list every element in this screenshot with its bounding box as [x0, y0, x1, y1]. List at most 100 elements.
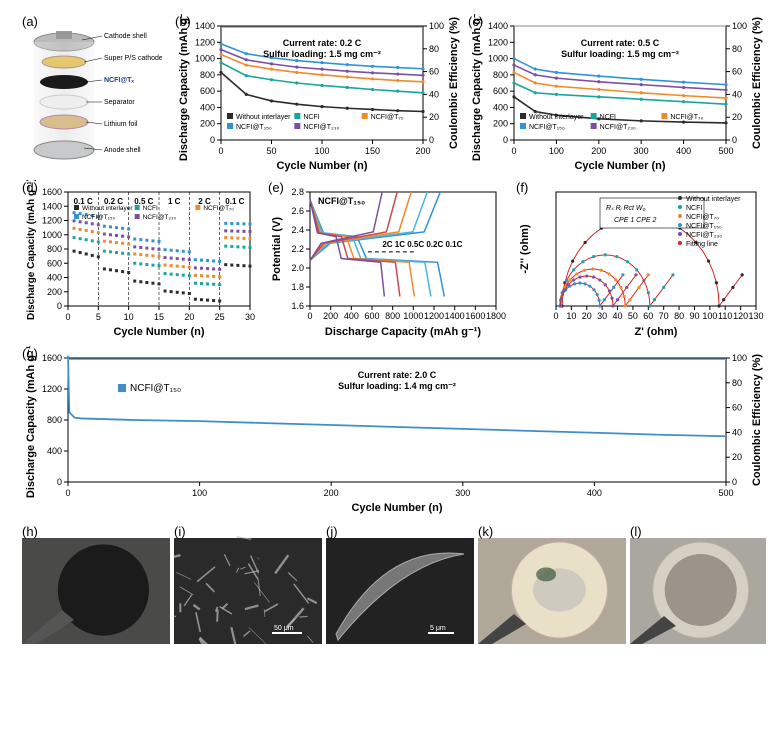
svg-text:0: 0 — [732, 135, 737, 145]
svg-text:NCFI@T₇₀: NCFI@T₇₀ — [686, 214, 719, 221]
svg-text:70: 70 — [659, 311, 669, 321]
panel-label: (i) — [174, 524, 186, 539]
svg-text:20: 20 — [429, 112, 439, 122]
svg-text:50 μm: 50 μm — [274, 625, 294, 632]
svg-text:1400: 1400 — [445, 311, 465, 321]
svg-text:60: 60 — [643, 311, 653, 321]
panel-label: (c) — [468, 14, 483, 29]
panel-a: (a) Cathode shell Super P/S cathode NCFI… — [22, 14, 162, 172]
svg-text:10: 10 — [124, 312, 134, 322]
svg-text:20: 20 — [732, 452, 742, 462]
svg-text:Sulfur loading: 1.4 mg cm⁻²: Sulfur loading: 1.4 mg cm⁻² — [338, 381, 456, 391]
svg-text:100: 100 — [732, 21, 747, 31]
svg-text:1600: 1600 — [465, 311, 485, 321]
svg-text:25: 25 — [215, 312, 225, 322]
svg-text:NCFI@T₂₃₀: NCFI@T₂₃₀ — [303, 124, 339, 131]
svg-text:Potential (V): Potential (V) — [271, 217, 283, 282]
svg-text:100: 100 — [732, 353, 747, 363]
svg-text:200: 200 — [323, 311, 338, 321]
panel-label: (h) — [22, 524, 38, 539]
svg-text:NCFI@T₇₀: NCFI@T₇₀ — [371, 114, 404, 121]
svg-text:40: 40 — [429, 89, 439, 99]
svg-text:Fitting line: Fitting line — [686, 241, 718, 248]
svg-text:400: 400 — [47, 273, 62, 283]
svg-text:1000: 1000 — [403, 311, 423, 321]
svg-text:300: 300 — [455, 488, 470, 498]
svg-text:1000: 1000 — [42, 230, 62, 240]
svg-text:1000: 1000 — [488, 54, 508, 64]
svg-text:Current rate: 0.2 C: Current rate: 0.2 C — [283, 38, 362, 48]
svg-text:Cycle Number (n): Cycle Number (n) — [351, 502, 442, 514]
svg-text:NCFI@T₁₅₀: NCFI@T₁₅₀ — [686, 223, 722, 230]
svg-text:NCFI@T₂₃₀: NCFI@T₂₃₀ — [143, 214, 177, 221]
svg-text:60: 60 — [429, 67, 439, 77]
svg-text:30: 30 — [597, 311, 607, 321]
svg-text:Coulombic Efficiency (%): Coulombic Efficiency (%) — [751, 354, 763, 486]
svg-text:0: 0 — [65, 312, 70, 322]
panel-label: (g) — [22, 346, 38, 361]
svg-text:NCFI@T₇₀: NCFI@T₇₀ — [203, 205, 234, 212]
svg-text:Discharge Capacity (mAh g⁻¹): Discharge Capacity (mAh g⁻¹) — [26, 180, 37, 320]
panel-h: (h) — [22, 524, 170, 644]
svg-text:5: 5 — [96, 312, 101, 322]
svg-text:Rₛ Rᵢ Rct W₀: Rₛ Rᵢ Rct W₀ — [606, 205, 646, 212]
panel-i: (i) 50 μm — [174, 524, 322, 644]
svg-text:Without interlayer: Without interlayer — [686, 196, 741, 203]
svg-text:0: 0 — [57, 477, 62, 487]
svg-text:1600: 1600 — [42, 187, 62, 197]
panel-l: (l) — [630, 524, 766, 644]
panel-j: (j)5 μm — [326, 524, 474, 644]
svg-text:Discharge Capacity (mAh g⁻¹): Discharge Capacity (mAh g⁻¹) — [178, 14, 190, 161]
svg-text:600: 600 — [364, 311, 379, 321]
svg-text:Cycle Number (n): Cycle Number (n) — [574, 160, 665, 172]
svg-text:-Z'' (ohm): -Z'' (ohm) — [519, 224, 531, 274]
svg-text:Without interlayer: Without interlayer — [82, 205, 133, 212]
svg-text:150: 150 — [365, 146, 380, 156]
svg-text:400: 400 — [200, 102, 215, 112]
svg-text:2.2: 2.2 — [291, 244, 304, 254]
svg-text:20: 20 — [184, 312, 194, 322]
svg-text:600: 600 — [47, 258, 62, 268]
svg-text:Cycle Number (n): Cycle Number (n) — [276, 160, 367, 172]
svg-text:NCFI: NCFI — [686, 205, 702, 212]
svg-text:1200: 1200 — [424, 311, 444, 321]
svg-text:0: 0 — [503, 135, 508, 145]
svg-text:60: 60 — [732, 67, 742, 77]
svg-text:0: 0 — [511, 146, 516, 156]
svg-text:200: 200 — [47, 287, 62, 297]
svg-text:2.6: 2.6 — [291, 206, 304, 216]
svg-text:0: 0 — [65, 488, 70, 498]
svg-text:Discharge Capacity (mAh g⁻¹): Discharge Capacity (mAh g⁻¹) — [325, 326, 482, 338]
svg-text:80: 80 — [674, 311, 684, 321]
svg-text:Sulfur loading: 1.5 mg cm⁻²: Sulfur loading: 1.5 mg cm⁻² — [263, 49, 381, 59]
panel-k: (k) — [478, 524, 626, 644]
svg-text:100: 100 — [192, 488, 207, 498]
svg-text:1400: 1400 — [488, 21, 508, 31]
svg-text:200: 200 — [415, 146, 430, 156]
svg-text:20: 20 — [582, 311, 592, 321]
svg-text:Coulombic Efficiency (%): Coulombic Efficiency (%) — [448, 17, 460, 149]
panel-label: (d) — [22, 180, 38, 195]
svg-text:Discharge Capacity (mAh g⁻¹): Discharge Capacity (mAh g⁻¹) — [25, 346, 37, 498]
svg-text:Current rate: 2.0 C: Current rate: 2.0 C — [358, 370, 437, 380]
svg-text:80: 80 — [732, 378, 742, 388]
svg-text:0: 0 — [218, 146, 223, 156]
svg-text:400: 400 — [47, 446, 62, 456]
svg-text:80: 80 — [429, 44, 439, 54]
svg-text:NCFI@Tₓ: NCFI@Tₓ — [104, 77, 134, 84]
svg-text:5 μm: 5 μm — [430, 625, 446, 632]
svg-text:NCFI@T₂₃₀: NCFI@T₂₃₀ — [686, 232, 722, 239]
svg-text:0: 0 — [57, 301, 62, 311]
panel-g: (g)0100200300400500040080012001600020406… — [22, 346, 766, 514]
svg-text:50: 50 — [266, 146, 276, 156]
svg-text:600: 600 — [493, 86, 508, 96]
svg-text:0: 0 — [732, 477, 737, 487]
svg-text:Cathode shell: Cathode shell — [104, 33, 147, 40]
svg-text:200: 200 — [324, 488, 339, 498]
svg-text:10: 10 — [566, 311, 576, 321]
svg-text:1400: 1400 — [42, 201, 62, 211]
svg-text:500: 500 — [718, 488, 733, 498]
svg-text:800: 800 — [47, 244, 62, 254]
svg-text:60: 60 — [732, 403, 742, 413]
svg-text:200: 200 — [493, 119, 508, 129]
